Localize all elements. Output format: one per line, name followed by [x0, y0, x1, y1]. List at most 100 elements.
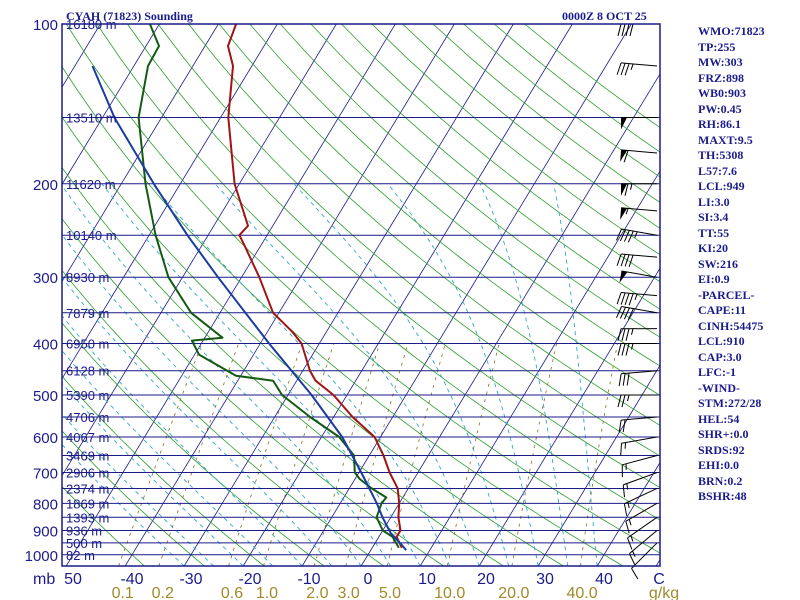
stats-panel: WMO:71823 TP:255 MW:303 FRZ:898 WB0:903 PW:0.… — [698, 24, 798, 505]
temperature-unit-label: C — [653, 571, 665, 588]
dry-adiabat-line — [62, 116, 564, 566]
sounding-profiles — [91, 24, 407, 551]
dry-adiabat-line — [218, 24, 660, 396]
height-label: 1393 m — [66, 510, 109, 525]
wind-barb-flag — [617, 343, 622, 356]
temperature-tick-label: -20 — [238, 571, 261, 588]
wind-barb — [631, 542, 658, 580]
wind-barb — [617, 328, 658, 341]
temperature-tick-label: -10 — [297, 571, 320, 588]
wind-barb-flag — [618, 373, 622, 387]
stat-item: BRN:0.2 — [698, 473, 743, 488]
wind-barb — [621, 454, 658, 478]
isotherm-line — [62, 24, 160, 186]
height-label: 500 m — [66, 536, 102, 551]
mixing-ratio-line — [446, 343, 500, 566]
wind-barb-flag — [622, 419, 626, 433]
wind-barb — [620, 183, 658, 196]
wind-barb — [616, 253, 658, 267]
stat-item: CINH:54475 — [698, 318, 764, 333]
moist-adiabat-line — [479, 183, 569, 566]
wind-barb-flag — [625, 23, 630, 37]
wind-barb-staff — [629, 530, 658, 554]
wind-barb-flag — [620, 443, 622, 456]
dewpoint-profile-line — [137, 24, 400, 549]
dry-adiabat-line — [96, 24, 660, 521]
wind-barb-half-flag — [630, 183, 633, 190]
mixing-ratio-line — [228, 343, 303, 566]
isotherm-line — [183, 24, 514, 566]
pressure-tick-label: 900 — [33, 523, 58, 540]
temperature-tick-label: -40 — [120, 571, 143, 588]
stat-item: TT:55 — [698, 225, 730, 240]
wind-barb-flag — [619, 306, 626, 319]
pressure-unit-label: mb — [33, 571, 55, 588]
wind-barb-staff — [623, 472, 658, 486]
mixing-ratio-line — [580, 343, 618, 566]
pressure-tick-label: 600 — [33, 430, 58, 447]
temperature-tick-label: 50 — [64, 571, 82, 588]
moist-adiabat-line — [152, 183, 451, 566]
wind-barb-flag — [625, 343, 630, 356]
wind-barb-staff — [621, 370, 658, 375]
moist-adiabat-line — [214, 183, 480, 566]
wind-barb — [620, 436, 658, 456]
height-label: 11620 m — [66, 177, 116, 192]
mixing-ratio-line — [118, 343, 203, 566]
wind-barb-pennant — [621, 183, 627, 196]
wind-barb-staff — [621, 436, 658, 444]
wind-barb — [620, 207, 658, 220]
wind-barb — [620, 149, 658, 163]
wind-barb-flag — [620, 292, 626, 305]
isotherm-line — [596, 461, 660, 566]
wind-barb — [616, 306, 658, 321]
parcel-profile-line — [91, 65, 407, 551]
background-reference-lines — [62, 24, 660, 566]
stat-item: FRZ:898 — [698, 70, 744, 85]
stat-item: CAPE:11 — [698, 303, 746, 317]
wind-barb-half-flag — [626, 483, 629, 490]
wind-barb-flag — [624, 63, 630, 76]
stat-item: TP:255 — [698, 39, 736, 54]
mixing-ratio-line — [511, 343, 557, 566]
stat-item: LCL:910 — [698, 334, 745, 348]
dry-adiabat-line — [371, 24, 660, 256]
mixing-ratio-tick-label: 10.0 — [434, 585, 465, 600]
height-label: 2906 m — [66, 466, 109, 481]
wind-barb-flag — [616, 253, 622, 266]
height-label: 13510 m — [66, 110, 117, 125]
dry-adiabat-line — [279, 24, 660, 338]
isotherm-line — [242, 24, 573, 566]
height-label: 10140 m — [66, 228, 117, 243]
height-label: 6950 m — [66, 337, 109, 352]
wind-barb-half-flag — [634, 293, 638, 300]
wind-barb-staff — [622, 454, 658, 466]
moist-adiabat-line — [62, 349, 274, 566]
dry-adiabat-line — [62, 269, 385, 566]
wind-barb-staff — [627, 516, 658, 539]
dry-adiabat-line — [341, 24, 660, 283]
wind-barb-pennant — [619, 271, 628, 283]
isotherm-line — [62, 24, 337, 477]
wind-barb — [617, 343, 658, 356]
dry-adiabat-line — [65, 24, 660, 554]
stat-item: SHR+:0.0 — [698, 427, 749, 441]
wind-barb-flag — [624, 293, 630, 306]
wind-barb-flag — [624, 183, 629, 196]
stat-item: PW:0.45 — [698, 101, 742, 116]
wind-barb-half-flag — [634, 231, 638, 238]
stat-item: STM:272/28 — [698, 396, 762, 410]
wind-barb-staff — [624, 487, 658, 505]
wind-barb-flag — [621, 343, 626, 356]
isotherm-line — [62, 24, 278, 380]
wind-barb-flag — [620, 63, 626, 76]
height-label: 936 m — [66, 523, 102, 538]
wind-barb-half-flag — [625, 208, 629, 215]
temperature-tick-label: 0 — [364, 571, 373, 588]
mixing-ratio-line — [345, 343, 409, 566]
moist-adiabat-line — [293, 183, 510, 566]
stat-item: MAXT:9.5 — [698, 132, 753, 147]
wind-barb-flag — [626, 373, 630, 386]
moist-adiabat-line — [553, 183, 598, 566]
